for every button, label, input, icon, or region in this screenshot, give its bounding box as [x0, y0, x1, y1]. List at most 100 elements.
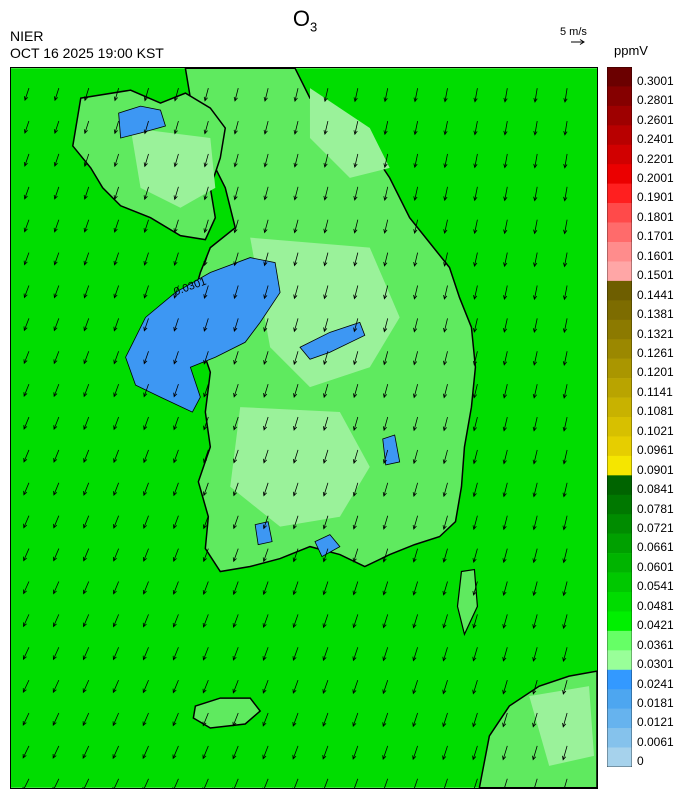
wind-vector	[53, 285, 60, 299]
wind-vector	[172, 778, 179, 788]
wind-vector	[472, 449, 478, 465]
colorbar-tick-label: 0.0661	[637, 540, 674, 555]
wind-vector	[232, 515, 239, 530]
wind-vector	[263, 219, 269, 234]
colorbar-tick-label: 0.0781	[637, 501, 674, 516]
low-ozone-south-2	[254, 521, 273, 546]
wind-vector	[472, 581, 478, 596]
wind-vector	[202, 778, 209, 788]
wind-vector	[233, 285, 239, 300]
wind-vector	[353, 219, 359, 234]
wind-vector	[262, 515, 269, 530]
colorbar-block	[607, 339, 632, 359]
wind-vector	[143, 153, 149, 168]
colorbar-tick-label: 0.0121	[637, 715, 674, 730]
wind-vector	[53, 384, 60, 398]
wind-vector	[532, 712, 538, 728]
wind-vector	[143, 515, 149, 529]
colorbar-block	[607, 125, 632, 146]
wind-vector	[473, 120, 478, 136]
wind-vector	[23, 252, 30, 266]
colorbar-tick-label: 0.0241	[637, 676, 674, 691]
ozone-map: 0.0301	[10, 67, 598, 789]
wind-vector	[23, 548, 30, 562]
wind-vector	[323, 384, 329, 399]
wind-vector	[442, 416, 448, 432]
wind-vector	[532, 745, 538, 761]
wind-vector	[232, 614, 239, 628]
wind-vector	[203, 449, 209, 464]
wind-vector	[262, 712, 269, 727]
wind-vector	[503, 285, 508, 301]
colorbar-block	[607, 553, 632, 573]
wind-vector	[503, 219, 508, 235]
wind-vector	[322, 482, 329, 497]
colorbar-block	[607, 203, 632, 223]
wind-vector	[83, 515, 90, 529]
colorbar-tick-label: 0.2001	[637, 170, 674, 185]
colorbar-block	[607, 455, 632, 476]
wind-vector	[382, 614, 389, 629]
wind-vector	[232, 581, 239, 596]
wind-vector	[233, 153, 239, 168]
wind-vector	[474, 778, 478, 788]
wind-vector	[233, 219, 239, 234]
wind-vector	[203, 153, 209, 168]
wind-vector	[82, 614, 90, 628]
wind-vector	[173, 515, 179, 530]
wind-vector	[323, 186, 329, 201]
wind-vector	[112, 778, 119, 788]
wind-vector	[143, 186, 149, 201]
wind-vector	[353, 351, 359, 366]
wind-vector	[203, 384, 209, 398]
wind-vector	[562, 581, 568, 597]
wind-vector	[113, 318, 120, 332]
wind-vector	[263, 285, 269, 300]
wind-vector	[563, 88, 568, 103]
wind-vector	[53, 219, 60, 233]
colorbar-block	[607, 494, 632, 515]
wind-vector	[352, 680, 359, 695]
colorbar-tick-label: 0.0061	[637, 734, 674, 749]
wind-vector	[172, 614, 179, 628]
wind-vector	[23, 416, 30, 430]
wind-vector	[113, 252, 120, 266]
colorbar-block	[607, 319, 632, 340]
wind-vector	[322, 745, 329, 760]
wind-vector	[532, 680, 538, 695]
land-light-1	[130, 128, 216, 208]
wind-vector	[203, 252, 209, 267]
wind-vector	[293, 120, 299, 135]
wind-vector	[473, 186, 478, 202]
colorbar-block	[607, 358, 632, 379]
wind-vector	[502, 745, 508, 761]
wind-vector	[533, 120, 538, 136]
low-ozone-south-1	[314, 534, 341, 558]
wind-vector	[203, 416, 209, 431]
colorbar-block	[607, 475, 632, 496]
wind-vector	[323, 351, 329, 366]
wind-vector	[382, 548, 389, 563]
colorbar-block	[607, 67, 632, 87]
wind-vector	[83, 482, 90, 496]
wind-vector	[382, 515, 389, 530]
wind-vector	[443, 186, 448, 202]
low-ozone-central	[299, 321, 366, 360]
wind-vector	[173, 252, 179, 267]
wind-vector	[383, 153, 389, 169]
wind-vector	[532, 449, 538, 465]
wind-vector	[412, 449, 418, 465]
colorbar-tick-label: 0.2201	[637, 151, 674, 166]
wind-vector	[502, 680, 508, 695]
colorbar-block	[607, 650, 632, 671]
wind-vector	[113, 548, 120, 562]
colorbar-block	[607, 514, 632, 534]
wind-vector	[472, 745, 478, 761]
wind-vector	[82, 647, 90, 661]
wind-vector	[202, 548, 209, 563]
wind-vector	[443, 219, 448, 235]
wind-vector	[383, 318, 389, 333]
wind-vector	[143, 120, 149, 135]
wind-vector	[173, 186, 179, 201]
wind-vector	[292, 745, 299, 760]
